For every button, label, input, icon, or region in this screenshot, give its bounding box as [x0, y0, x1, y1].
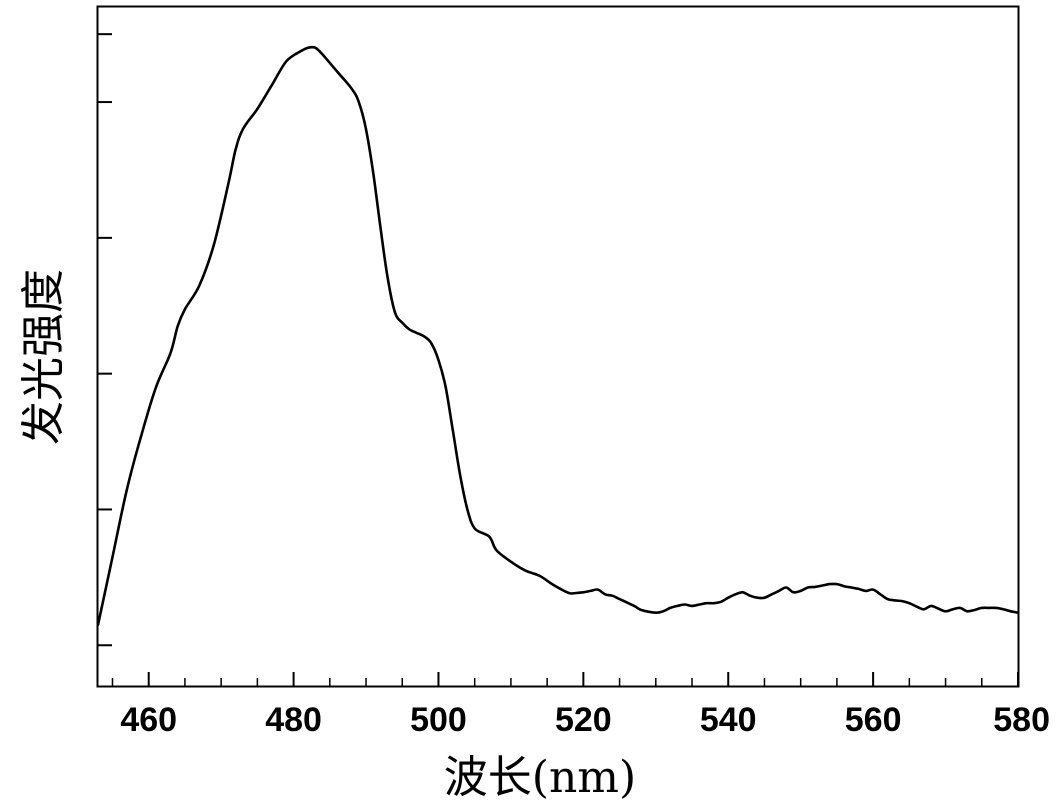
x-tick-label: 480 — [265, 701, 322, 739]
x-tick-label: 580 — [993, 701, 1050, 739]
x-tick-label: 500 — [410, 701, 467, 739]
x-tick-label: 560 — [845, 701, 902, 739]
y-axis-title: 发光强度 — [18, 269, 69, 445]
x-tick-label: 460 — [120, 701, 177, 739]
x-tick-label: 520 — [555, 701, 612, 739]
x-tick-label: 540 — [700, 701, 757, 739]
y-axis-ticks — [98, 34, 112, 645]
emission-spectrum-line — [98, 47, 1018, 625]
x-axis-tick-labels: 460 480 500 520 540 560 580 — [120, 701, 1050, 739]
x-axis-title: 波长(nm) — [444, 752, 636, 803]
plot-frame — [98, 7, 1019, 687]
x-axis-ticks — [112, 672, 1018, 686]
